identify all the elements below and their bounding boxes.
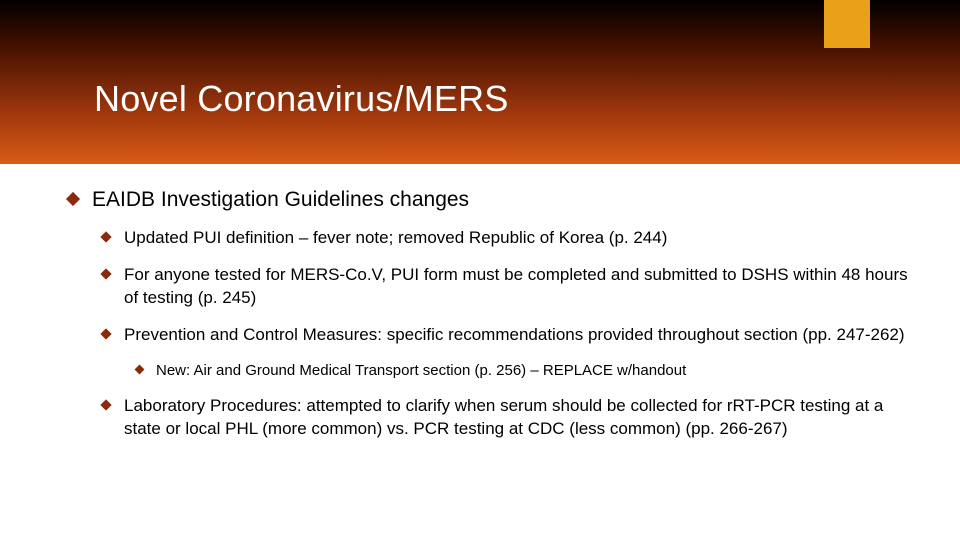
bullet-level2: Prevention and Control Measures: specifi… bbox=[102, 324, 908, 347]
bullet-text: EAIDB Investigation Guidelines changes bbox=[92, 186, 469, 213]
content-area: EAIDB Investigation Guidelines changes U… bbox=[68, 186, 908, 455]
bullet-diamond-icon bbox=[68, 194, 78, 204]
bullet-level2: Updated PUI definition – fever note; rem… bbox=[102, 227, 908, 250]
bullet-text: New: Air and Ground Medical Transport se… bbox=[156, 361, 686, 381]
bullet-diamond-icon bbox=[136, 366, 146, 376]
bullet-diamond-icon bbox=[102, 401, 112, 411]
bullet-level2: Laboratory Procedures: attempted to clar… bbox=[102, 395, 908, 441]
bullet-text: Updated PUI definition – fever note; rem… bbox=[124, 227, 667, 250]
bullet-level1: EAIDB Investigation Guidelines changes bbox=[68, 186, 908, 213]
bullet-level3: New: Air and Ground Medical Transport se… bbox=[136, 361, 908, 381]
bullet-diamond-icon bbox=[102, 330, 112, 340]
bullet-text: Prevention and Control Measures: specifi… bbox=[124, 324, 905, 347]
slide-title: Novel Coronavirus/MERS bbox=[94, 78, 509, 120]
slide: Novel Coronavirus/MERS EAIDB Investigati… bbox=[0, 0, 960, 540]
bullet-text: For anyone tested for MERS-Co.V, PUI for… bbox=[124, 264, 908, 310]
header-accent bbox=[824, 0, 870, 48]
bullet-text: Laboratory Procedures: attempted to clar… bbox=[124, 395, 908, 441]
bullet-diamond-icon bbox=[102, 270, 112, 280]
bullet-level2: For anyone tested for MERS-Co.V, PUI for… bbox=[102, 264, 908, 310]
bullet-diamond-icon bbox=[102, 233, 112, 243]
